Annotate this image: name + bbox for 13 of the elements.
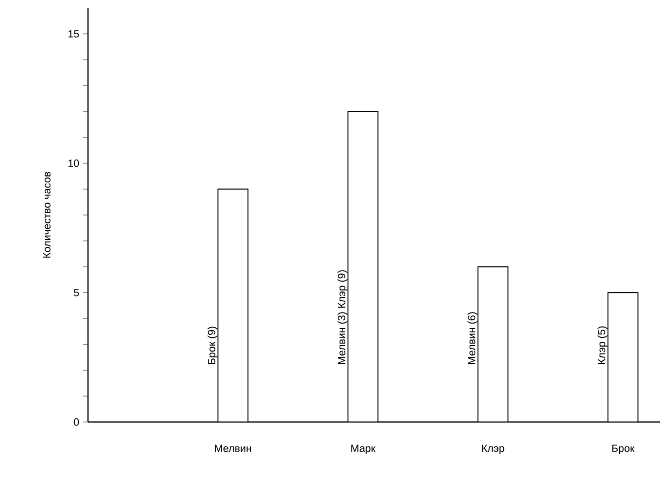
x-tick-label: Клэр (482, 444, 504, 454)
data-label: Брок (9) (208, 326, 218, 364)
x-tick-label: Марк (351, 444, 376, 454)
y-tick-label: 0 (74, 418, 79, 426)
data-label: Мелвин (6) (468, 312, 478, 364)
x-tick-label: Брок (612, 444, 635, 454)
x-tick-label: Мелвин (215, 444, 252, 452)
data-label: Клэр (5) (598, 326, 608, 364)
y-tick-label: 15 (68, 30, 79, 38)
y-tick-label: 10 (68, 160, 79, 167)
y-axis-title: Количество часов (43, 172, 51, 258)
y-tick-label: 5 (74, 288, 79, 296)
data-label: Мелвин (3) Клэр (9) (338, 270, 348, 364)
